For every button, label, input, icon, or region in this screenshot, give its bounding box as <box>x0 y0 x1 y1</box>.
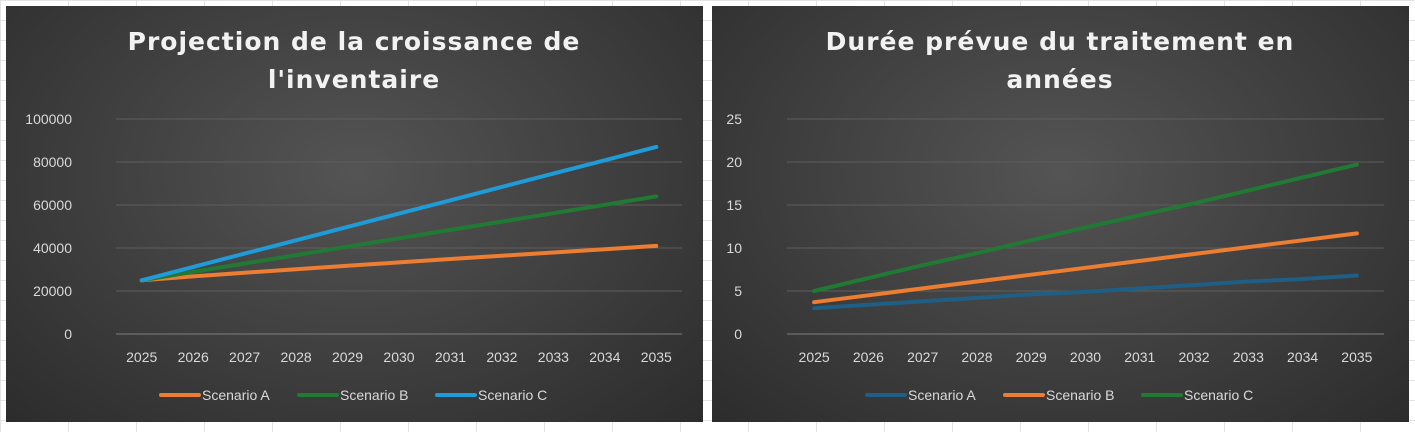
x-tick-label: 2028 <box>961 349 992 365</box>
x-tick-label: 2032 <box>1178 349 1209 365</box>
legend-label[interactable]: Scenario B <box>1046 387 1114 403</box>
x-tick-label: 2035 <box>641 349 672 365</box>
legend-label[interactable]: Scenario A <box>202 387 270 403</box>
x-tick-label: 2025 <box>799 349 830 365</box>
chart-title-line: Durée prévue du traitement en <box>826 27 1295 56</box>
x-tick-label: 2029 <box>332 349 363 365</box>
x-tick-label: 2025 <box>126 349 157 365</box>
chart-treatment-duration-plot: Durée prévue du traitement en années 0 5 10 1… <box>726 27 1384 403</box>
chart-title-line: l'inventaire <box>268 65 440 94</box>
x-tick-label: 2029 <box>1016 349 1047 365</box>
x-tick-label: 2034 <box>1287 349 1318 365</box>
x-tick-label: 2026 <box>853 349 884 365</box>
y-tick-label: 25 <box>726 111 742 127</box>
y-tick-label: 5 <box>734 283 742 299</box>
y-tick-label: 100000 <box>25 111 72 127</box>
y-tick-label: 40000 <box>33 240 72 256</box>
chart-title-line: années <box>1006 65 1113 94</box>
legend-label[interactable]: Scenario B <box>340 387 408 403</box>
series-line-scenario-a[interactable] <box>139 243 659 283</box>
chart-treatment-duration[interactable]: Durée prévue du traitement en années 0 5 10 1… <box>712 6 1409 422</box>
series-line-scenario-a[interactable] <box>812 273 1359 311</box>
legend-label[interactable]: Scenario A <box>908 387 976 403</box>
y-tick-label: 10 <box>726 240 742 256</box>
x-tick-label: 2030 <box>1070 349 1101 365</box>
x-tick-label: 2033 <box>1233 349 1264 365</box>
legend-label[interactable]: Scenario C <box>478 387 547 403</box>
x-tick-label: 2031 <box>435 349 466 365</box>
chart-title-line: Projection de la croissance de <box>128 27 581 56</box>
x-tick-label: 2034 <box>589 349 620 365</box>
x-tick-label: 2030 <box>383 349 414 365</box>
x-tick-label: 2027 <box>229 349 260 365</box>
y-tick-label: 60000 <box>33 197 72 213</box>
legend-label[interactable]: Scenario C <box>1184 387 1253 403</box>
y-tick-label: 15 <box>726 197 742 213</box>
y-tick-label: 20000 <box>33 283 72 299</box>
series-line-scenario-c[interactable] <box>812 162 1359 293</box>
x-tick-label: 2027 <box>907 349 938 365</box>
y-tick-label: 0 <box>64 326 72 342</box>
y-tick-label: 80000 <box>33 154 72 170</box>
series-line-scenario-b[interactable] <box>139 194 659 283</box>
chart-inventory-growth-plot: Projection de la croissance de l'inventai… <box>25 27 682 403</box>
chart-inventory-growth[interactable]: Projection de la croissance de l'inventai… <box>6 6 703 422</box>
x-tick-label: 2028 <box>281 349 312 365</box>
x-tick-label: 2032 <box>486 349 517 365</box>
series-line-scenario-b[interactable] <box>812 231 1359 305</box>
series-line-scenario-c[interactable] <box>139 144 659 283</box>
x-tick-label: 2033 <box>538 349 569 365</box>
y-tick-label: 20 <box>726 154 742 170</box>
x-tick-label: 2026 <box>178 349 209 365</box>
y-tick-label: 0 <box>734 326 742 342</box>
x-tick-label: 2035 <box>1341 349 1372 365</box>
x-tick-label: 2031 <box>1124 349 1155 365</box>
